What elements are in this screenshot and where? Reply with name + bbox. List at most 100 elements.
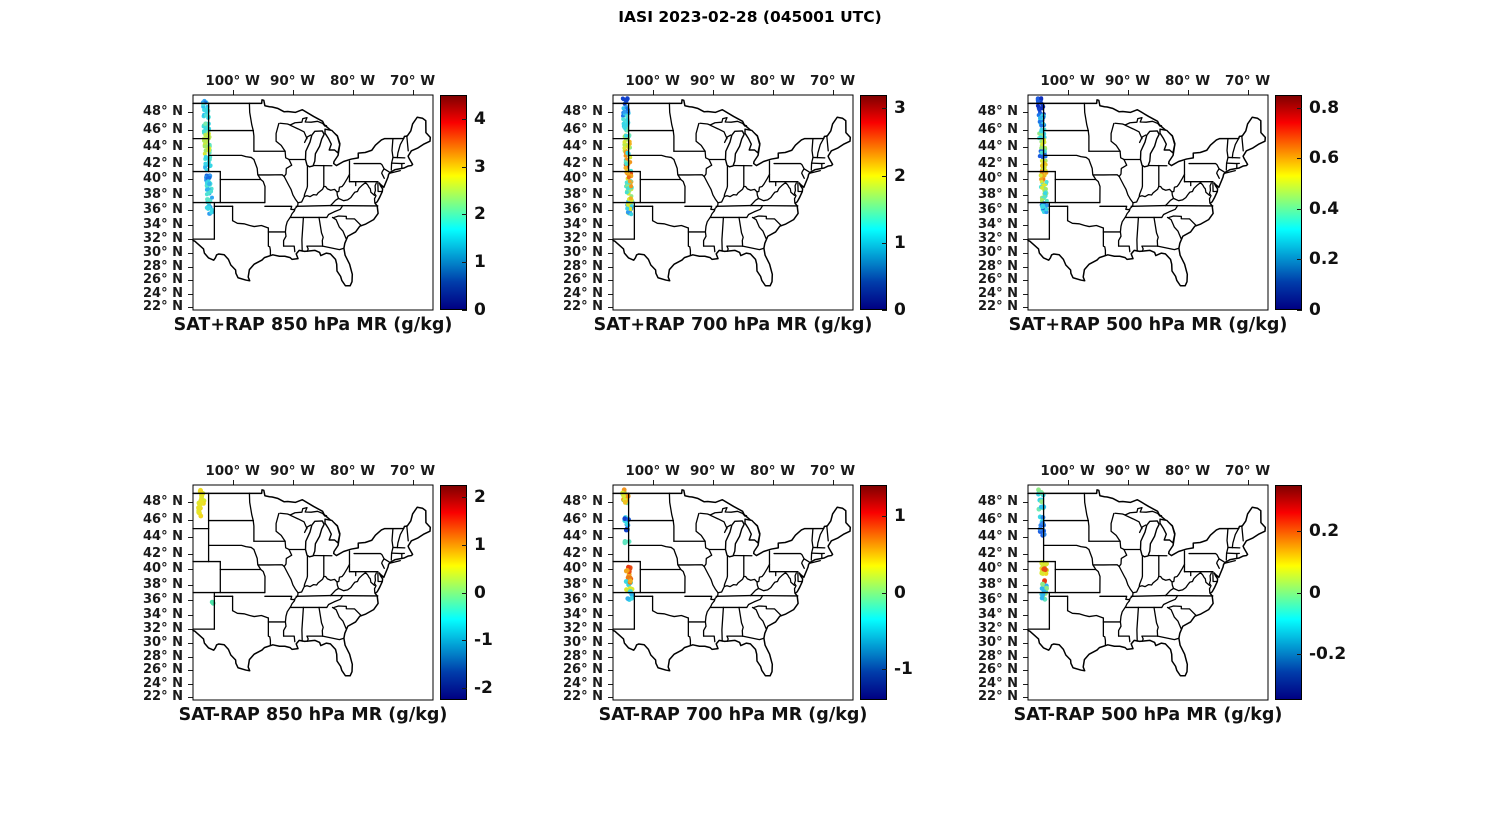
lat-tick-label-sat-plus-rap-700: 40° N	[563, 171, 603, 187]
lat-tick-label-sat-plus-rap-850: 46° N	[143, 122, 183, 138]
lat-tickmark	[188, 210, 193, 212]
lat-tickmark	[1023, 696, 1028, 698]
lat-tickmark	[188, 683, 193, 685]
lon-tickmark	[1127, 480, 1129, 485]
colorbar-tick-label-sat-minus-rap-500: 0.2	[1309, 521, 1340, 542]
colorbar-tick-label-sat-minus-rap-850: 1	[474, 534, 486, 555]
lat-tickmark	[188, 253, 193, 255]
lat-tick-label-sat-minus-rap-700: 40° N	[563, 561, 603, 577]
us-state-boundaries	[192, 489, 432, 677]
lat-tickmark	[1023, 502, 1028, 504]
lat-tick-label-sat-plus-rap-500: 34° N	[978, 216, 1018, 232]
us-state-boundaries	[1027, 489, 1267, 677]
lat-tickmark	[188, 584, 193, 586]
lat-tick-label-sat-plus-rap-850: 40° N	[143, 171, 183, 187]
lat-tickmark	[1023, 179, 1028, 181]
lat-tickmark	[1023, 147, 1028, 149]
lat-tickmark	[188, 600, 193, 602]
lat-tick-label-sat-plus-rap-850: 24° N	[143, 285, 183, 301]
lat-tickmark	[1023, 656, 1028, 658]
lon-tick-label-sat-minus-rap-850: 100° W	[205, 463, 260, 479]
lon-tickmark	[1247, 90, 1249, 95]
lat-tickmark	[608, 537, 613, 539]
us-state-boundaries	[1027, 99, 1267, 287]
lat-tick-label-sat-plus-rap-700: 24° N	[563, 285, 603, 301]
lat-tickmark	[608, 643, 613, 645]
lon-tick-label-sat-minus-rap-500: 90° W	[1105, 463, 1151, 479]
panel-title-sat-plus-rap-700: SAT+RAP 700 hPa MR (g/kg)	[593, 315, 873, 335]
lat-tick-label-sat-plus-rap-500: 28° N	[978, 258, 1018, 274]
lat-tickmark	[188, 130, 193, 132]
lon-tickmark	[352, 480, 354, 485]
lat-tickmark	[188, 306, 193, 308]
colorbar-tickmark	[1297, 259, 1302, 261]
lat-tick-label-sat-minus-rap-700: 46° N	[563, 512, 603, 528]
lon-tickmark	[832, 480, 834, 485]
colorbar-tick-label-sat-plus-rap-500: 0	[1309, 300, 1321, 320]
lat-tickmark	[188, 670, 193, 672]
lat-tickmark	[1023, 683, 1028, 685]
lon-tick-label-sat-minus-rap-500: 100° W	[1040, 463, 1095, 479]
lat-tick-label-sat-minus-rap-850: 30° N	[143, 635, 183, 651]
colorbar-tickmark	[462, 166, 467, 168]
lon-tick-label-sat-minus-rap-700: 100° W	[625, 463, 680, 479]
lon-tickmark	[712, 480, 714, 485]
us-state-boundaries	[612, 99, 852, 287]
lat-tickmark	[608, 280, 613, 282]
lon-tickmark	[1187, 480, 1189, 485]
lon-tick-label-sat-minus-rap-850: 70° W	[390, 463, 436, 479]
map-sat-minus-rap-500	[1027, 484, 1269, 701]
lat-tick-label-sat-minus-rap-850: 24° N	[143, 675, 183, 691]
lon-tickmark	[352, 90, 354, 95]
us-state-boundaries	[192, 99, 432, 287]
lat-tick-label-sat-minus-rap-850: 28° N	[143, 648, 183, 664]
lat-tickmark	[608, 614, 613, 616]
lon-tickmark	[1067, 480, 1069, 485]
colorbar-tick-label-sat-plus-rap-850: 2	[474, 204, 486, 225]
lat-tickmark	[188, 179, 193, 181]
colorbar-tickmark	[882, 592, 887, 594]
lat-tick-label-sat-plus-rap-500: 40° N	[978, 171, 1018, 187]
lon-tick-label-sat-plus-rap-700: 100° W	[625, 73, 680, 89]
lon-tickmark	[1247, 480, 1249, 485]
obs-swath-sat-plus-rap-700	[620, 96, 635, 217]
lat-tick-label-sat-plus-rap-500: 30° N	[978, 245, 1018, 261]
lat-tickmark	[608, 163, 613, 165]
lat-tickmark	[188, 112, 193, 114]
colorbar-sat-plus-rap-700	[860, 95, 887, 310]
lat-tick-label-sat-plus-rap-500: 36° N	[978, 202, 1018, 218]
lat-tickmark	[1023, 253, 1028, 255]
lat-tick-label-sat-minus-rap-850: 46° N	[143, 512, 183, 528]
colorbar-tick-label-sat-plus-rap-700: 3	[894, 98, 906, 119]
lat-tick-label-sat-minus-rap-700: 24° N	[563, 675, 603, 691]
lat-tick-label-sat-plus-rap-850: 38° N	[143, 186, 183, 202]
colorbar-tick-label-sat-minus-rap-500: -0.2	[1309, 643, 1347, 664]
lat-tick-label-sat-minus-rap-850: 42° N	[143, 545, 183, 561]
lat-tickmark	[608, 239, 613, 241]
lat-tickmark	[608, 224, 613, 226]
lat-tickmark	[188, 569, 193, 571]
lon-tick-label-sat-plus-rap-500: 80° W	[1165, 73, 1211, 89]
lon-tickmark	[652, 90, 654, 95]
lat-tick-label-sat-minus-rap-500: 40° N	[978, 561, 1018, 577]
lon-tickmark	[1067, 90, 1069, 95]
colorbar-tickmark	[1297, 531, 1302, 533]
lat-tickmark	[188, 696, 193, 698]
lat-tick-label-sat-minus-rap-500: 22° N	[978, 688, 1018, 704]
lat-tickmark	[608, 502, 613, 504]
lat-tick-label-sat-minus-rap-850: 34° N	[143, 606, 183, 622]
lat-tickmark	[188, 643, 193, 645]
lon-tickmark	[292, 480, 294, 485]
lat-tick-label-sat-minus-rap-700: 22° N	[563, 688, 603, 704]
lat-tickmark	[1023, 537, 1028, 539]
obs-swath-sat-minus-rap-850	[196, 487, 216, 606]
lat-tick-label-sat-plus-rap-700: 48° N	[563, 104, 603, 120]
lat-tickmark	[608, 266, 613, 268]
lat-tick-label-sat-minus-rap-500: 48° N	[978, 494, 1018, 510]
lat-tick-label-sat-minus-rap-500: 32° N	[978, 621, 1018, 637]
lat-tickmark	[608, 210, 613, 212]
lon-tick-label-sat-plus-rap-850: 70° W	[390, 73, 436, 89]
lat-tickmark	[188, 520, 193, 522]
colorbar-tick-label-sat-minus-rap-700: 0	[894, 582, 906, 603]
